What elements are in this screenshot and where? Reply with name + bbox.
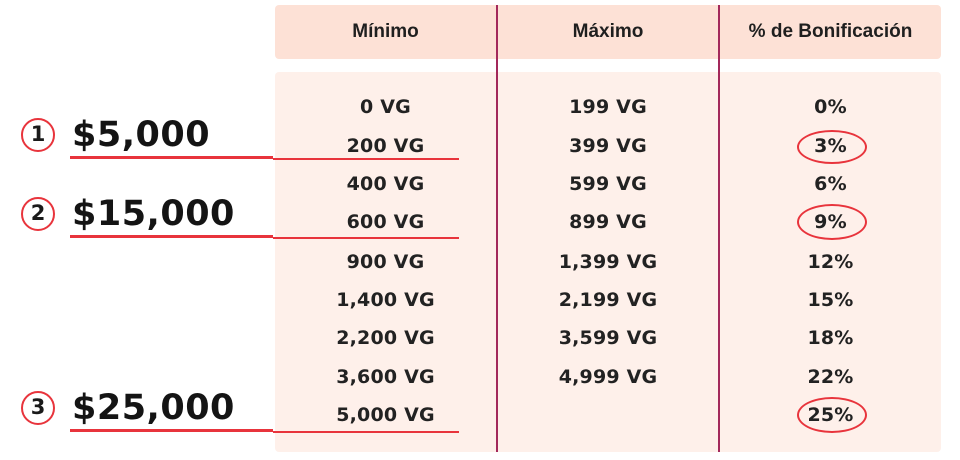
marker-amount: $25,000	[72, 388, 235, 428]
table-cell-max: 899 VG	[569, 211, 647, 233]
table-cell-min: 400 VG	[346, 173, 425, 195]
column-divider-1	[496, 5, 498, 452]
table-cell-bonus: 18%	[807, 327, 854, 349]
highlight-circle-3pct	[797, 130, 867, 164]
table-cell-max	[498, 398, 718, 432]
table-cell-min: 0 VG	[360, 96, 411, 118]
table-cell-min: 1,400 VG	[336, 289, 435, 311]
table-cell-bonus: 6%	[814, 173, 847, 195]
table-cell-bonus: 15%	[807, 289, 854, 311]
table-cell-max: 4,999 VG	[558, 366, 658, 388]
table-cell-max: 1,399 VG	[558, 251, 658, 273]
table-cell-min: 2,200 VG	[336, 327, 435, 349]
marker-number-circle: 2	[21, 197, 55, 231]
marker-number-circle: 3	[21, 391, 55, 425]
table-cell-bonus: 12%	[807, 251, 854, 273]
table-cell-min: 900 VG	[346, 251, 425, 273]
table-cell-min: 600 VG	[346, 211, 425, 233]
row-threshold-line	[273, 431, 459, 433]
highlight-circle-25pct	[797, 397, 867, 433]
row-threshold-line	[273, 158, 459, 160]
header-minimo: Mínimo	[352, 21, 419, 42]
highlight-circle-9pct	[797, 204, 867, 240]
table-cell-bonus: 0%	[814, 96, 847, 118]
amount-underline	[70, 235, 273, 238]
table-cell-min: 3,600 VG	[336, 366, 435, 388]
column-divider-2	[718, 5, 720, 452]
marker-amount: $5,000	[72, 115, 211, 155]
table-header-background	[275, 5, 941, 59]
marker-number-circle: 1	[21, 118, 55, 152]
table-cell-min: 200 VG	[346, 135, 425, 157]
marker-amount: $15,000	[72, 194, 235, 234]
table-cell-bonus: 22%	[807, 366, 854, 388]
table-cell-max: 2,199 VG	[558, 289, 658, 311]
table-cell-min: 5,000 VG	[336, 404, 435, 426]
amount-underline	[70, 429, 273, 432]
table-cell-max: 599 VG	[569, 173, 647, 195]
table-cell-max: 199 VG	[569, 96, 647, 118]
header-maximo: Máximo	[572, 21, 644, 42]
row-threshold-line	[273, 237, 459, 239]
table-cell-max: 3,599 VG	[558, 327, 658, 349]
amount-underline	[70, 156, 273, 159]
table-cell-max: 399 VG	[569, 135, 647, 157]
header-bonificacion: % de Bonificación	[748, 21, 913, 42]
